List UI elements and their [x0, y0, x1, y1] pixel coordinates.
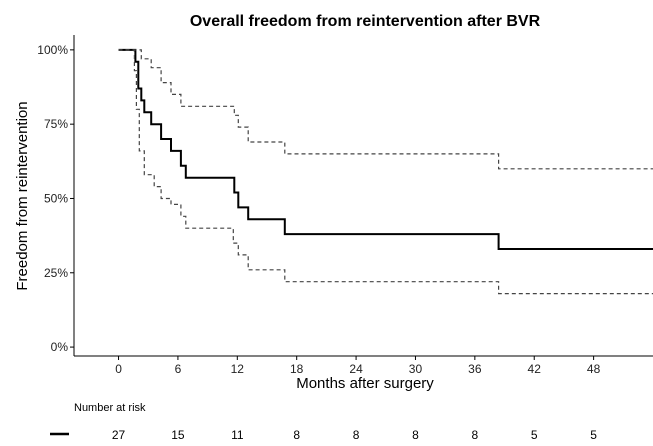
- risk-count: 8: [293, 428, 300, 442]
- x-tick-label: 0: [115, 362, 122, 376]
- y-axis-label: Freedom from reintervention: [14, 101, 31, 290]
- x-ticks: 0 6 12 18 24 30 36 42 48: [115, 356, 601, 376]
- y-tick-label: 0%: [51, 340, 69, 354]
- lower-ci-curve: [118, 49, 653, 295]
- x-tick-label: 12: [231, 362, 245, 376]
- risk-values: 27 15 11 8 8 8 8 5 5: [112, 428, 597, 442]
- y-tick-label: 75%: [44, 117, 68, 131]
- x-tick-label: 30: [409, 362, 423, 376]
- y-tick-label: 25%: [44, 266, 68, 280]
- risk-table-title: Number at risk: [74, 402, 146, 414]
- series-layer: [118, 48, 653, 295]
- y-tick-label: 100%: [37, 43, 68, 57]
- x-tick-label: 6: [175, 362, 182, 376]
- y-tick-label: 50%: [44, 191, 68, 205]
- risk-count: 5: [531, 428, 538, 442]
- risk-count: 27: [112, 428, 126, 442]
- risk-count: 11: [231, 428, 244, 442]
- chart-title: Overall freedom from reintervention afte…: [190, 13, 541, 30]
- risk-count: 15: [171, 428, 185, 442]
- x-tick-label: 36: [468, 362, 482, 376]
- upper-ci-curve: [118, 49, 653, 170]
- x-tick-label: 42: [528, 362, 542, 376]
- risk-count: 8: [353, 428, 360, 442]
- risk-table: Number at risk 27 15 11 8 8 8 8 5 5: [50, 402, 597, 442]
- x-tick-label: 18: [290, 362, 304, 376]
- plot-area: 0% 25% 50% 75% 100% 0 6 12 18 24 30 36 42 48: [37, 35, 653, 376]
- survival-curve: [118, 48, 653, 250]
- risk-count: 5: [590, 428, 597, 442]
- y-ticks: 0% 25% 50% 75% 100%: [37, 43, 74, 354]
- x-axis-label: Months after surgery: [296, 375, 434, 392]
- risk-count: 8: [472, 428, 479, 442]
- risk-count: 8: [412, 428, 419, 442]
- x-tick-label: 24: [349, 362, 363, 376]
- x-tick-label: 48: [587, 362, 601, 376]
